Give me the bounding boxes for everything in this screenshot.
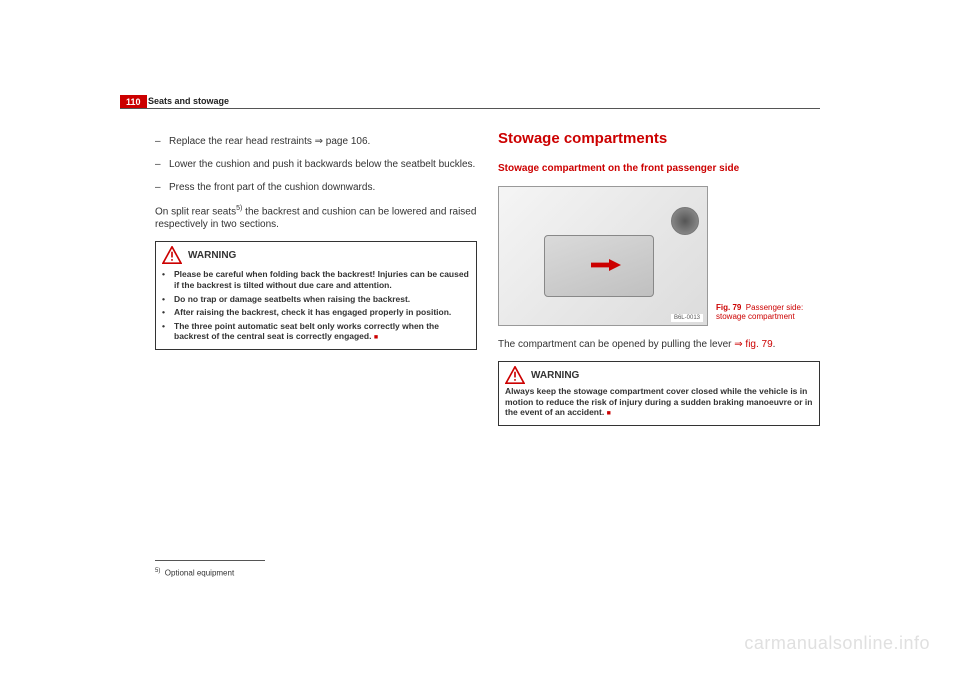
footnote-text: Optional equipment [165,569,234,578]
bullet-icon: • [162,307,174,318]
warning-bullet: • After raising the backrest, check it h… [162,307,470,318]
footnote-rule [155,560,265,561]
bullet-icon: • [162,321,174,343]
body-paragraph: On split rear seats5) the backrest and c… [155,204,477,231]
dash-icon: – [155,158,169,171]
figure-wrapper: B6L-0013 Fig. 79 Passenger side: stowage… [498,186,820,326]
image-code: B6L-0013 [671,314,703,322]
figure-number: Fig. 79 [716,303,741,312]
warning-box: WARNING • Please be careful when folding… [155,241,477,350]
warning-body: Always keep the stowage compartment cove… [499,386,819,425]
right-column: Stowage compartments Stowage compartment… [498,130,820,426]
end-marker-icon: ■ [374,334,378,341]
footnote-marker: 5) [155,568,160,574]
list-item: – Replace the rear head restraints ⇒ pag… [155,135,477,148]
para-text: The compartment can be opened by pulling… [498,339,734,350]
dash-icon: – [155,135,169,148]
section-header: Seats and stowage [148,96,229,106]
warning-bullet: • Do no trap or damage seatbelts when ra… [162,294,470,305]
dash-icon: – [155,181,169,194]
figure-reference: ⇒ fig. 79 [734,339,772,350]
bullet-text: Please be careful when folding back the … [174,269,470,290]
warning-body: • Please be careful when folding back th… [156,269,476,349]
bullet-text-inner: The three point automatic seat belt only… [174,321,439,342]
warning-header: WARNING [156,242,476,266]
watermark: carmanualsonline.info [744,633,930,654]
bullet-text: After raising the backrest, check it has… [174,307,470,318]
left-column: – Replace the rear head restraints ⇒ pag… [155,135,477,350]
warning-bullet: • The three point automatic seat belt on… [162,321,470,343]
body-paragraph: The compartment can be opened by pulling… [498,338,820,351]
para-text: On split rear seats [155,206,236,217]
figure-image: B6L-0013 [498,186,708,326]
bullet-text: The three point automatic seat belt only… [174,321,470,343]
warning-box: WARNING Always keep the stowage compartm… [498,361,820,426]
list-text: Lower the cushion and push it backwards … [169,158,477,171]
list-text: Replace the rear head restraints ⇒ page … [169,135,477,148]
warning-title: WARNING [531,370,579,381]
heading-stowage: Stowage compartments [498,130,820,147]
bullet-icon: • [162,269,174,290]
list-item: – Press the front part of the cushion do… [155,181,477,194]
footnote: 5) Optional equipment [155,568,234,578]
subheading-stowage: Stowage compartment on the front passeng… [498,163,820,174]
page-number-badge: 110 [120,95,147,109]
warning-title: WARNING [188,250,236,261]
list-item: – Lower the cushion and push it backward… [155,158,477,171]
warning-bullet: • Please be careful when folding back th… [162,269,470,290]
warning-text: Always keep the stowage compartment cove… [505,386,812,417]
warning-triangle-icon [162,246,182,264]
para-text: . [773,339,776,350]
bullet-text: Do no trap or damage seatbelts when rais… [174,294,470,305]
end-marker-icon: ■ [607,410,611,417]
figure-caption: Fig. 79 Passenger side: stowage compartm… [716,303,816,322]
header-rule [120,108,820,109]
list-text: Press the front part of the cushion down… [169,181,477,194]
air-vent-graphic [671,207,699,235]
warning-header: WARNING [499,362,819,386]
warning-triangle-icon [505,366,525,384]
bullet-icon: • [162,294,174,305]
